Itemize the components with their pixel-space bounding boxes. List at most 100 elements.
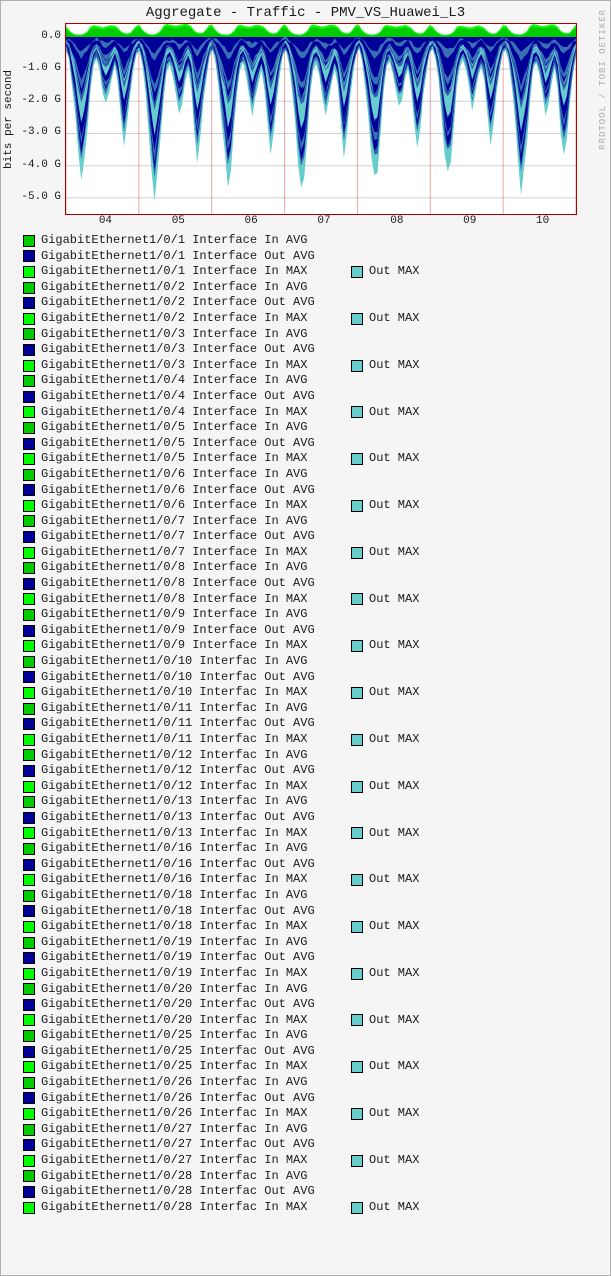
legend-row: GigabitEthernet1/0/26 Interfac In AVG [23,1075,610,1091]
legend-row: GigabitEthernet1/0/2 Interface In AVG [23,280,610,296]
legend-row: GigabitEthernet1/0/13 Interfac Out AVG [23,810,610,826]
legend-label: Out MAX [369,826,419,842]
legend-label: Out MAX [369,1059,419,1075]
legend-swatch [23,1030,35,1042]
legend-label: Out MAX [369,919,419,935]
legend-row: GigabitEthernet1/0/5 Interface In AVG [23,420,610,436]
legend-row: GigabitEthernet1/0/18 Interfac In MAXOut… [23,919,610,935]
legend-label: GigabitEthernet1/0/5 Interface In AVG [41,420,307,436]
legend-swatch [23,812,35,824]
legend-label: GigabitEthernet1/0/28 Interfac In AVG [41,1169,307,1185]
legend-swatch [23,1061,35,1073]
legend-label: GigabitEthernet1/0/5 Interface In MAX [41,451,351,467]
legend-swatch [23,843,35,855]
legend-label: GigabitEthernet1/0/12 Interfac Out AVG [41,763,315,779]
legend-row: GigabitEthernet1/0/19 Interfac In AVG [23,935,610,951]
legend-row: GigabitEthernet1/0/8 Interface In MAXOut… [23,592,610,608]
legend-row: GigabitEthernet1/0/27 Interfac In AVG [23,1122,610,1138]
x-axis: 04050607080910 [69,215,579,227]
legend-label: GigabitEthernet1/0/28 Interfac Out AVG [41,1184,315,1200]
legend-row: GigabitEthernet1/0/1 Interface In AVG [23,233,610,249]
legend-row: GigabitEthernet1/0/18 Interfac In AVG [23,888,610,904]
legend-label: GigabitEthernet1/0/26 Interfac In AVG [41,1075,307,1091]
legend-swatch [23,874,35,886]
legend-swatch [351,640,363,652]
legend-row: GigabitEthernet1/0/3 Interface In AVG [23,327,610,343]
legend-row: GigabitEthernet1/0/28 Interfac In AVG [23,1169,610,1185]
legend-swatch [23,999,35,1011]
legend-swatch [23,438,35,450]
legend-swatch [23,687,35,699]
legend-label: Out MAX [369,732,419,748]
legend-swatch [351,1061,363,1073]
legend-swatch [351,874,363,886]
legend-label: GigabitEthernet1/0/4 Interface Out AVG [41,389,315,405]
legend-row: GigabitEthernet1/0/12 Interfac In MAXOut… [23,779,610,795]
legend-swatch [23,297,35,309]
legend-label: GigabitEthernet1/0/7 Interface In AVG [41,514,307,530]
ytick-label: -3.0 G [21,126,61,138]
legend-row: GigabitEthernet1/0/9 Interface Out AVG [23,623,610,639]
legend-swatch [351,266,363,278]
legend-row: GigabitEthernet1/0/4 Interface In MAXOut… [23,405,610,421]
legend-label: GigabitEthernet1/0/4 Interface In AVG [41,373,307,389]
legend-label: GigabitEthernet1/0/7 Interface Out AVG [41,529,315,545]
legend-label: GigabitEthernet1/0/6 Interface In MAX [41,498,351,514]
legend-swatch [23,968,35,980]
ytick-label: -5.0 G [21,191,61,203]
legend-row: GigabitEthernet1/0/10 Interfac Out AVG [23,670,610,686]
legend-swatch [351,1108,363,1120]
legend-row: GigabitEthernet1/0/20 Interfac In AVG [23,982,610,998]
legend-swatch [23,406,35,418]
xtick-label: 08 [360,215,433,227]
legend-label: GigabitEthernet1/0/26 Interfac In MAX [41,1106,351,1122]
legend-swatch [23,781,35,793]
legend-row: GigabitEthernet1/0/28 Interfac In MAXOut… [23,1200,610,1216]
legend-label: GigabitEthernet1/0/1 Interface In MAX [41,264,351,280]
legend-label: GigabitEthernet1/0/8 Interface In MAX [41,592,351,608]
rrd-graph-container: RRDTOOL / TOBI OETIKER Aggregate - Traff… [0,0,611,1276]
legend-row: GigabitEthernet1/0/16 Interfac In MAXOut… [23,872,610,888]
legend-row: GigabitEthernet1/0/20 Interfac Out AVG [23,997,610,1013]
legend-row: GigabitEthernet1/0/5 Interface In MAXOut… [23,451,610,467]
legend-label: GigabitEthernet1/0/10 Interfac Out AVG [41,670,315,686]
legend-label: Out MAX [369,1200,419,1216]
legend-swatch [23,952,35,964]
legend-swatch [23,656,35,668]
xtick-label: 05 [142,215,215,227]
legend-label: GigabitEthernet1/0/18 Interfac Out AVG [41,904,315,920]
legend-row: GigabitEthernet1/0/8 Interface In AVG [23,560,610,576]
legend-swatch [23,1046,35,1058]
xtick-label: 09 [433,215,506,227]
legend-swatch [351,921,363,933]
legend-row: GigabitEthernet1/0/26 Interfac Out AVG [23,1091,610,1107]
legend-swatch [351,500,363,512]
legend-label: GigabitEthernet1/0/16 Interfac Out AVG [41,857,315,873]
watermark: RRDTOOL / TOBI OETIKER [598,9,608,150]
legend-label: GigabitEthernet1/0/20 Interfac In AVG [41,982,307,998]
legend-label: GigabitEthernet1/0/18 Interfac In AVG [41,888,307,904]
legend-swatch [23,469,35,481]
legend-label: GigabitEthernet1/0/26 Interfac Out AVG [41,1091,315,1107]
legend-label: GigabitEthernet1/0/19 Interfac In AVG [41,935,307,951]
legend-label: Out MAX [369,872,419,888]
legend-swatch [23,360,35,372]
legend-swatch [351,968,363,980]
xtick-label: 06 [215,215,288,227]
legend-swatch [23,1155,35,1167]
legend-swatch [351,593,363,605]
legend-label: GigabitEthernet1/0/10 Interfac In MAX [41,685,351,701]
legend-swatch [351,1014,363,1026]
legend-label: GigabitEthernet1/0/4 Interface In MAX [41,405,351,421]
legend-swatch [23,578,35,590]
legend-swatch [23,1092,35,1104]
legend-row: GigabitEthernet1/0/3 Interface In MAXOut… [23,358,610,374]
legend-swatch [23,859,35,871]
legend-row: GigabitEthernet1/0/16 Interfac In AVG [23,841,610,857]
legend-row: GigabitEthernet1/0/4 Interface Out AVG [23,389,610,405]
legend-swatch [351,453,363,465]
legend-swatch [23,1014,35,1026]
legend-swatch [23,391,35,403]
legend-row: GigabitEthernet1/0/13 Interfac In MAXOut… [23,826,610,842]
legend-label: GigabitEthernet1/0/1 Interface Out AVG [41,249,315,265]
